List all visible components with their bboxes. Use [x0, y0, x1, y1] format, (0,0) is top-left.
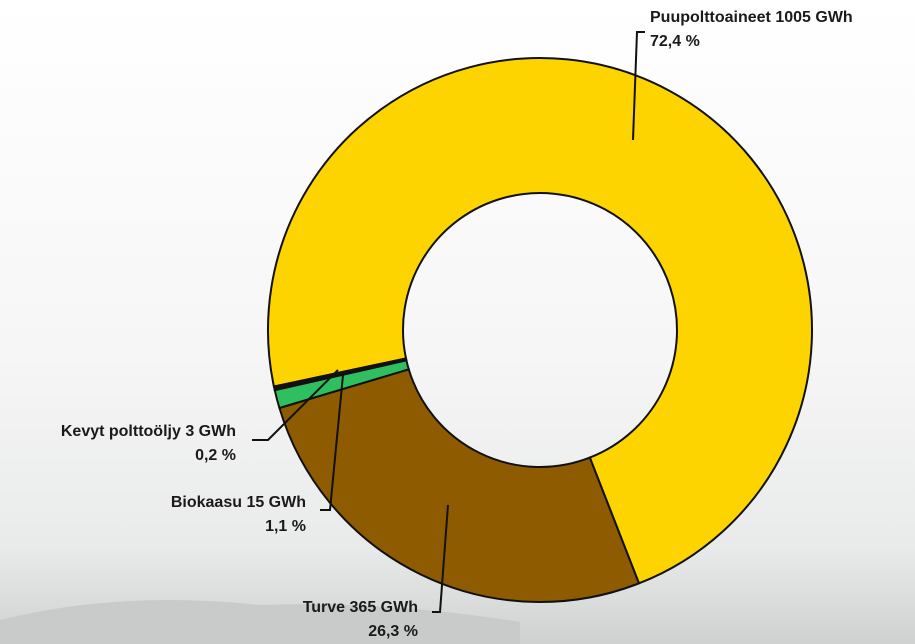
- data-label: Biokaasu 15 GWh: [171, 494, 306, 511]
- leader-line: [432, 504, 449, 613]
- data-label: Turve 365 GWh: [303, 599, 418, 616]
- value-label: 3 GWh: [185, 423, 236, 440]
- category-name: Kevyt polttoöljy: [61, 423, 181, 440]
- share-label: 1,1 %: [265, 518, 306, 535]
- category-name: Biokaasu: [171, 494, 242, 511]
- share-label: 0,2 %: [195, 447, 236, 464]
- data-label: Kevyt polttoöljy 3 GWh: [61, 423, 236, 440]
- category-name: Puupolttoaineet: [650, 9, 772, 26]
- wedge: [278, 368, 641, 603]
- leader-line: [252, 369, 339, 441]
- category-name: Turve: [303, 599, 345, 616]
- wedge: [267, 57, 813, 585]
- value-label: 1005 GWh: [775, 9, 852, 26]
- leader-line: [320, 374, 344, 511]
- landscape: [0, 600, 520, 644]
- value-label: 15 GWh: [246, 494, 306, 511]
- share-label: 72,4 %: [650, 33, 700, 50]
- leader-line: [632, 31, 645, 141]
- data-label: Puupolttoaineet 1005 GWh: [650, 9, 853, 26]
- wedge: [272, 357, 408, 392]
- value-label: 365 GWh: [350, 599, 418, 616]
- share-label: 26,3 %: [368, 623, 418, 640]
